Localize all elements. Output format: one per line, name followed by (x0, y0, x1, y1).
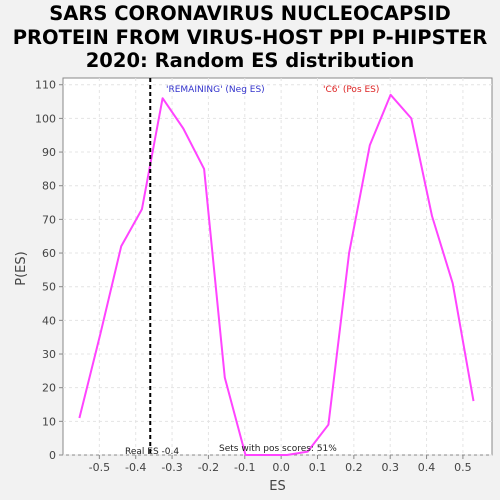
series-group (78, 93, 475, 456)
x-axis-label: ES (269, 479, 285, 494)
y-tick-label: 60 (42, 247, 56, 260)
y-tick-label: 110 (35, 79, 56, 92)
grid-lines (63, 78, 492, 456)
plot-area (62, 77, 493, 456)
chart-title-line-2: PROTEIN FROM VIRUS-HOST PPI P-HIPSTER (12, 25, 488, 49)
y-tick-label: 100 (35, 112, 56, 125)
x-tick-label: 0.0 (272, 461, 290, 474)
x-tick-label: 0.5 (454, 461, 472, 474)
series-line (78, 93, 475, 456)
y-tick-label: 90 (42, 146, 56, 159)
y-axis-label: P(ES) (14, 251, 29, 285)
pos-es-label: 'C6' (Pos ES) (323, 85, 379, 95)
x-tick-label: -0.2 (198, 461, 219, 474)
y-tick-label: 0 (49, 449, 56, 462)
chart-title: SARS CORONAVIRUS NUCLEOCAPSID PROTEIN FR… (0, 2, 500, 73)
y-tick-label: 10 (42, 415, 56, 428)
neg-es-label: 'REMAINING' (Neg ES) (166, 85, 265, 95)
chart-title-line-3: 2020: Random ES distribution (85, 49, 415, 72)
x-tick-label: -0.3 (161, 461, 182, 474)
x-tick-label: 0.1 (309, 461, 327, 474)
x-axis-ticks: -0.5 -0.4 -0.3 -0.2 -0.1 0.0 0.1 0.2 0.3 0.4 0.5 (89, 455, 472, 474)
real-es-label: Real ES -0.4 (125, 447, 179, 457)
x-tick-label: 0.2 (345, 461, 363, 474)
y-tick-label: 80 (42, 180, 56, 193)
y-tick-label: 70 (42, 213, 56, 226)
y-tick-label: 30 (42, 348, 56, 361)
y-axis-ticks: 0 10 20 30 40 50 60 70 80 90 100 110 (35, 79, 63, 462)
x-tick-label: 0.3 (381, 461, 399, 474)
y-tick-label: 50 (42, 281, 56, 294)
x-tick-label: 0.4 (418, 461, 436, 474)
x-tick-label: -0.1 (234, 461, 255, 474)
pos-scores-annotation: Sets with pos scores: 51% (219, 444, 337, 454)
chart-title-line-1: SARS CORONAVIRUS NUCLEOCAPSID (49, 2, 451, 25)
x-tick-label: -0.5 (89, 461, 110, 474)
y-tick-label: 40 (42, 314, 56, 327)
y-tick-label: 20 (42, 382, 56, 395)
x-tick-label: -0.4 (125, 461, 146, 474)
